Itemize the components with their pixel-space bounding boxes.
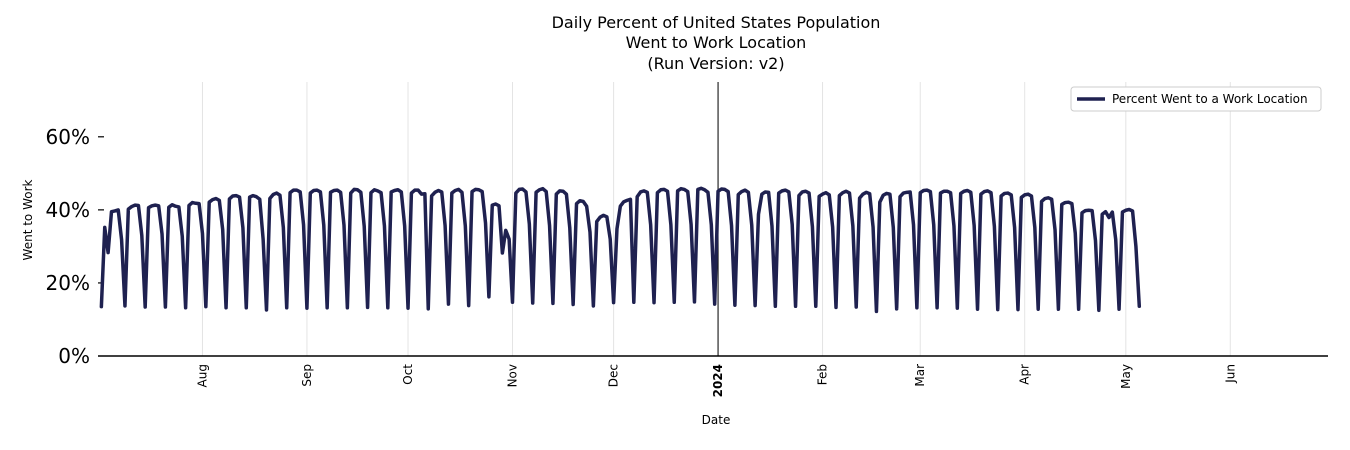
x-tick-label-aug: Aug xyxy=(195,364,209,387)
legend-box xyxy=(1070,86,1322,112)
y-tick-label: 40% xyxy=(46,198,90,222)
y-axis-label: Went to Work xyxy=(21,179,35,260)
x-tick-label-apr: Apr xyxy=(1018,364,1032,385)
x-axis-label: Date xyxy=(702,413,731,427)
x-tick-label-oct: Oct xyxy=(401,364,415,385)
series-layer xyxy=(99,186,1142,314)
y-axis-ticks: 0% 20% 40% 60% xyxy=(46,125,104,368)
x-tick-label-sep: Sep xyxy=(300,364,314,387)
x-tick-label-nov: Nov xyxy=(505,364,519,387)
y-tick-label: 0% xyxy=(58,344,90,368)
legend-label: Percent Went to a Work Location xyxy=(1112,92,1308,106)
x-tick-label-may: May xyxy=(1119,364,1133,389)
x-tick-label-jun: Jun xyxy=(1223,364,1237,384)
chart-title-line-3: (Run Version: v2) xyxy=(647,54,784,73)
x-tick-label-dec: Dec xyxy=(607,364,621,387)
legend: Percent Went to a Work Location xyxy=(1070,86,1322,112)
chart-title-line-2: Went to Work Location xyxy=(626,33,807,52)
y-tick-label: 20% xyxy=(46,271,90,295)
x-axis-ticks: Aug Sep Oct Nov Dec 2024 Feb Mar Apr May Jun xyxy=(195,364,1237,398)
chart-title: Daily Percent of United States Populatio… xyxy=(552,13,881,73)
x-tick-label-2024: 2024 xyxy=(711,364,725,397)
chart-title-line-1: Daily Percent of United States Populatio… xyxy=(552,13,881,32)
series-line-0 xyxy=(99,186,1142,314)
y-tick-label: 60% xyxy=(46,125,90,149)
x-tick-label-mar: Mar xyxy=(913,364,927,387)
x-tick-label-feb: Feb xyxy=(816,364,830,385)
